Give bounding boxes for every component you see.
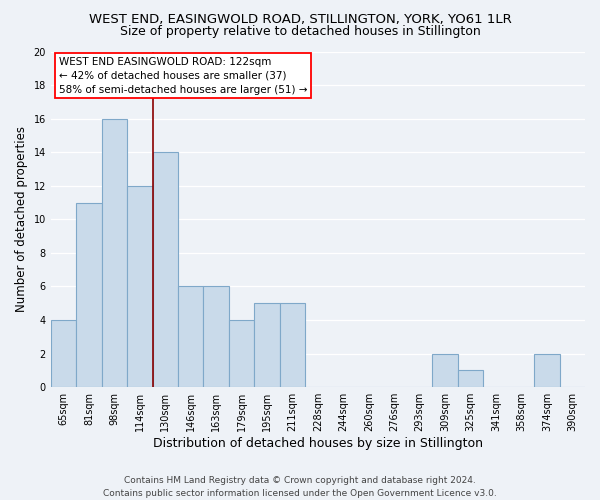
Bar (178, 286, 203, 387)
Text: WEST END, EASINGWOLD ROAD, STILLINGTON, YORK, YO61 1LR: WEST END, EASINGWOLD ROAD, STILLINGTON, … (89, 12, 511, 26)
Bar (51, 320, 76, 387)
Bar (127, 186, 152, 387)
Bar (254, 304, 280, 387)
Bar (280, 304, 305, 387)
Text: Contains HM Land Registry data © Crown copyright and database right 2024.
Contai: Contains HM Land Registry data © Crown c… (103, 476, 497, 498)
Bar (534, 354, 560, 387)
Bar (76, 202, 101, 387)
Text: Size of property relative to detached houses in Stillington: Size of property relative to detached ho… (119, 25, 481, 38)
Y-axis label: Number of detached properties: Number of detached properties (15, 126, 28, 312)
Bar (458, 370, 483, 387)
X-axis label: Distribution of detached houses by size in Stillington: Distribution of detached houses by size … (153, 437, 483, 450)
Bar (101, 118, 127, 387)
Bar (229, 320, 254, 387)
Bar (203, 286, 229, 387)
Bar (433, 354, 458, 387)
Text: WEST END EASINGWOLD ROAD: 122sqm
← 42% of detached houses are smaller (37)
58% o: WEST END EASINGWOLD ROAD: 122sqm ← 42% o… (59, 56, 307, 94)
Bar (152, 152, 178, 387)
